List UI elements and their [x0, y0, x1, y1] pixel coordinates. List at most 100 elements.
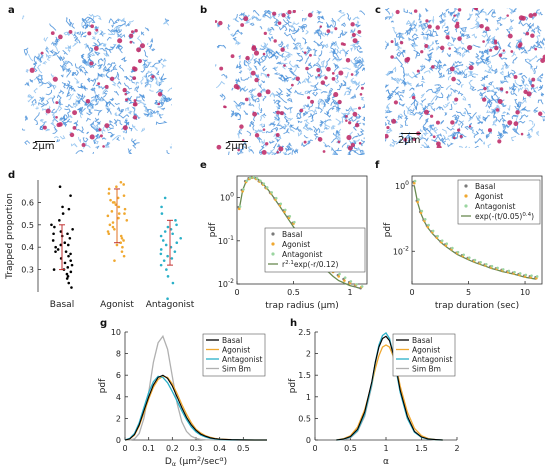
trapped-spot [425, 19, 429, 23]
data-point [51, 239, 55, 242]
x-tick-label: 0.4 [213, 444, 226, 453]
trapped-spot [157, 91, 163, 97]
trajectory [395, 47, 402, 51]
trajectory [540, 92, 545, 97]
trajectory [150, 110, 156, 115]
data-point [270, 191, 274, 194]
trajectory [313, 51, 317, 56]
trapped-spot [494, 45, 499, 51]
trapped-spot [90, 24, 94, 29]
trajectory [419, 103, 423, 107]
trajectory [92, 124, 98, 129]
trajectory [360, 82, 365, 86]
trapped-spot [97, 82, 101, 86]
trapped-spot [484, 26, 490, 32]
data-point [166, 254, 169, 258]
legend-box [457, 179, 541, 225]
trajectory [330, 98, 336, 106]
trajectory [77, 93, 84, 104]
trajectory [487, 81, 494, 86]
trajectory [481, 48, 489, 55]
trajectory [434, 39, 440, 45]
data-point [349, 280, 353, 283]
trajectory [84, 69, 89, 76]
trajectory [93, 15, 102, 21]
trajectory [455, 14, 459, 19]
trajectory [474, 53, 480, 60]
trajectory [227, 24, 231, 31]
trajectory [505, 123, 512, 129]
trajectory [436, 46, 439, 51]
trajectory [474, 20, 480, 26]
data-point [115, 185, 118, 189]
trajectory [80, 33, 83, 38]
trapped-spot [134, 28, 138, 33]
y-tick-label: 0.5 [298, 414, 311, 423]
trajectory [93, 139, 99, 145]
legend-marker [271, 232, 275, 236]
trajectory [527, 45, 532, 52]
trajectory [102, 65, 110, 72]
trajectory [298, 43, 304, 51]
trajectory [464, 145, 470, 148]
trajectory [80, 82, 84, 89]
trajectory [237, 102, 246, 107]
trajectory [427, 129, 434, 137]
trajectory [522, 32, 527, 36]
trajectory [499, 16, 507, 20]
trajectory [167, 87, 172, 92]
trapped-spot [424, 44, 429, 48]
trajectory [156, 110, 164, 116]
y-tick-label: 8 [116, 350, 121, 359]
trajectory [296, 52, 303, 63]
trajectory [409, 87, 415, 91]
trajectory [273, 143, 277, 149]
plot-area [37, 179, 191, 293]
trajectory [428, 47, 434, 52]
trajectory [58, 89, 65, 95]
trajectory [149, 65, 158, 71]
trajectory [88, 14, 95, 20]
trajectory [491, 109, 496, 114]
trajectory [426, 102, 435, 107]
trajectory [385, 121, 388, 126]
trajectory [442, 14, 447, 18]
trajectory [273, 99, 281, 104]
trajectory [235, 78, 240, 85]
trajectory [522, 96, 527, 102]
trajectory [475, 115, 482, 119]
trajectory [54, 43, 59, 52]
trapped-spot [525, 31, 530, 36]
trajectory [237, 147, 243, 153]
trajectory [27, 53, 34, 62]
trajectory [123, 136, 125, 141]
trajectory [62, 49, 68, 56]
trajectory [445, 84, 452, 91]
trapped-spot [481, 97, 487, 102]
trajectory [341, 80, 347, 87]
trajectory [34, 106, 39, 110]
trapped-spot [245, 55, 250, 61]
trajectory [357, 128, 365, 137]
trapped-spot [322, 150, 326, 153]
trajectory [491, 48, 501, 57]
trajectory [332, 50, 339, 59]
trajectory [486, 87, 495, 92]
trapped-spot [307, 96, 311, 100]
trajectory [285, 146, 292, 151]
trajectory [258, 58, 266, 66]
trajectory [240, 76, 250, 81]
trajectory [461, 50, 467, 58]
trajectory [318, 74, 327, 79]
trapped-spot [391, 118, 397, 124]
trajectory [527, 80, 534, 86]
trajectory [134, 86, 138, 91]
data-point [56, 248, 60, 251]
trapped-spot [532, 12, 537, 17]
trajectory [498, 42, 502, 50]
trajectory [527, 22, 534, 30]
data-point [416, 200, 419, 204]
trajectory [501, 114, 507, 123]
trajectory [114, 102, 120, 106]
data-point [163, 230, 167, 233]
